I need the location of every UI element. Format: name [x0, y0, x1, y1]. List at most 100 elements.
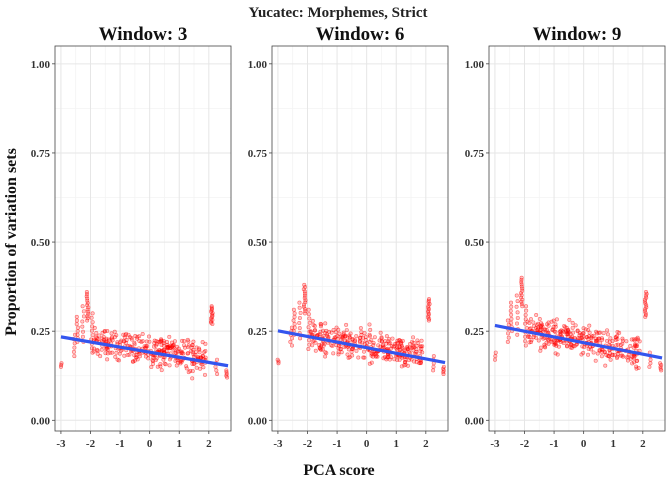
data-point [577, 336, 582, 341]
gridlines [272, 46, 448, 431]
data-point [514, 293, 519, 298]
data-point [526, 334, 531, 339]
data-point [307, 320, 312, 325]
data-point [536, 325, 541, 330]
data-point [628, 344, 633, 349]
data-point [388, 346, 393, 351]
data-point [321, 343, 326, 348]
data-point [186, 345, 191, 350]
data-point [146, 356, 151, 361]
data-point [602, 349, 607, 354]
data-point [531, 320, 536, 325]
data-point [345, 352, 350, 357]
data-point [505, 318, 510, 323]
data-point [537, 316, 542, 321]
y-tick-label: 0.75 [31, 148, 51, 160]
panel-border [54, 45, 232, 432]
data-point [331, 327, 336, 332]
data-point [648, 357, 653, 362]
data-point [575, 329, 580, 334]
data-point [367, 334, 372, 339]
data-point [519, 295, 524, 300]
data-point [372, 335, 377, 340]
data-point [514, 321, 519, 326]
data-point [556, 344, 561, 349]
data-point [75, 332, 80, 337]
data-point [397, 338, 402, 343]
data-point [405, 344, 410, 349]
data-point [190, 376, 195, 381]
data-point [85, 307, 90, 312]
data-point [151, 361, 156, 366]
data-point [123, 333, 128, 338]
data-point [163, 362, 168, 367]
data-point [291, 318, 296, 323]
data-points [58, 289, 230, 381]
data-point [186, 339, 191, 344]
data-point [384, 334, 389, 339]
data-point [203, 349, 208, 354]
data-point [135, 334, 140, 339]
x-tick-label: -3 [490, 438, 500, 450]
data-point [617, 330, 622, 335]
data-point [587, 330, 592, 335]
data-point [224, 368, 229, 373]
data-point [301, 287, 306, 292]
data-point [531, 324, 536, 329]
data-point [523, 334, 528, 339]
data-point [303, 298, 308, 303]
x-axis-label: PCA score [303, 462, 374, 479]
data-point [539, 345, 544, 350]
data-point [90, 320, 95, 325]
data-point [647, 364, 652, 369]
data-point [399, 342, 404, 347]
data-point [131, 359, 136, 364]
data-point [534, 312, 539, 317]
data-point [427, 297, 432, 302]
y-tick-label: 0.00 [248, 415, 268, 427]
data-point [380, 344, 385, 349]
panel-title: Window: 9 [533, 24, 622, 45]
data-point [329, 330, 334, 335]
y-tick-label: 1.00 [248, 59, 268, 71]
data-point [612, 352, 617, 357]
panel-window-3: Window: 9 0.00 0.25 0.50 0.75 1.00 -3 -2 -1 0 1 2 [465, 24, 666, 450]
data-point [397, 344, 402, 349]
x-tick-label: -2 [520, 438, 530, 450]
data-point [356, 355, 361, 360]
data-point [209, 304, 214, 309]
data-point [80, 319, 85, 324]
data-point [132, 353, 137, 358]
x-tick-label: -1 [549, 438, 558, 450]
data-point [550, 328, 555, 333]
data-point [110, 338, 115, 343]
data-point [165, 344, 170, 349]
data-point [565, 343, 570, 348]
x-tick-label: -2 [303, 438, 313, 450]
data-point [520, 297, 525, 302]
x-tick-label: -3 [273, 438, 283, 450]
data-point [594, 329, 599, 334]
data-point [194, 345, 199, 350]
data-point [567, 317, 572, 322]
data-point [626, 355, 631, 360]
data-point [354, 334, 359, 339]
data-point [74, 322, 79, 327]
data-point [190, 369, 195, 374]
data-point [215, 371, 220, 376]
data-point [140, 331, 145, 336]
data-point [306, 312, 311, 317]
data-point [112, 329, 117, 334]
data-point [307, 338, 312, 343]
data-point [203, 341, 208, 346]
data-point [298, 336, 303, 341]
data-point [529, 338, 534, 343]
data-point [431, 354, 436, 359]
data-point [297, 321, 302, 326]
data-point [80, 304, 85, 309]
data-point [624, 339, 629, 344]
data-point [350, 353, 355, 358]
data-point [367, 339, 372, 344]
data-point [71, 349, 76, 354]
y-tick-label: 1.00 [31, 59, 51, 71]
